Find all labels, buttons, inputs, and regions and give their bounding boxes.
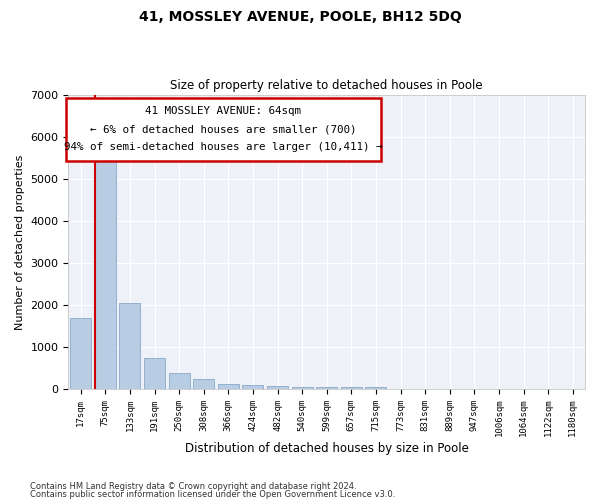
Text: Contains public sector information licensed under the Open Government Licence v3: Contains public sector information licen… (30, 490, 395, 499)
Bar (267, 386, 288, 389)
Bar (95, 147, 116, 389)
Bar (341, 388, 362, 389)
Text: ← 6% of detached houses are smaller (700): ← 6% of detached houses are smaller (700… (90, 124, 356, 134)
FancyBboxPatch shape (66, 98, 381, 161)
Bar (119, 303, 140, 389)
Bar (144, 358, 165, 389)
Y-axis label: Number of detached properties: Number of detached properties (15, 154, 25, 330)
Bar (292, 387, 313, 389)
Title: Size of property relative to detached houses in Poole: Size of property relative to detached ho… (170, 79, 483, 92)
Bar (70, 318, 91, 389)
Bar (169, 373, 190, 389)
X-axis label: Distribution of detached houses by size in Poole: Distribution of detached houses by size … (185, 442, 469, 455)
Bar (193, 378, 214, 389)
Bar (242, 385, 263, 389)
Text: Contains HM Land Registry data © Crown copyright and database right 2024.: Contains HM Land Registry data © Crown c… (30, 482, 356, 491)
Text: 41, MOSSLEY AVENUE, POOLE, BH12 5DQ: 41, MOSSLEY AVENUE, POOLE, BH12 5DQ (139, 10, 461, 24)
Text: 94% of semi-detached houses are larger (10,411) →: 94% of semi-detached houses are larger (… (64, 142, 383, 152)
Text: 41 MOSSLEY AVENUE: 64sqm: 41 MOSSLEY AVENUE: 64sqm (145, 106, 301, 116)
Bar (316, 387, 337, 389)
Bar (218, 384, 239, 389)
Bar (365, 386, 386, 389)
